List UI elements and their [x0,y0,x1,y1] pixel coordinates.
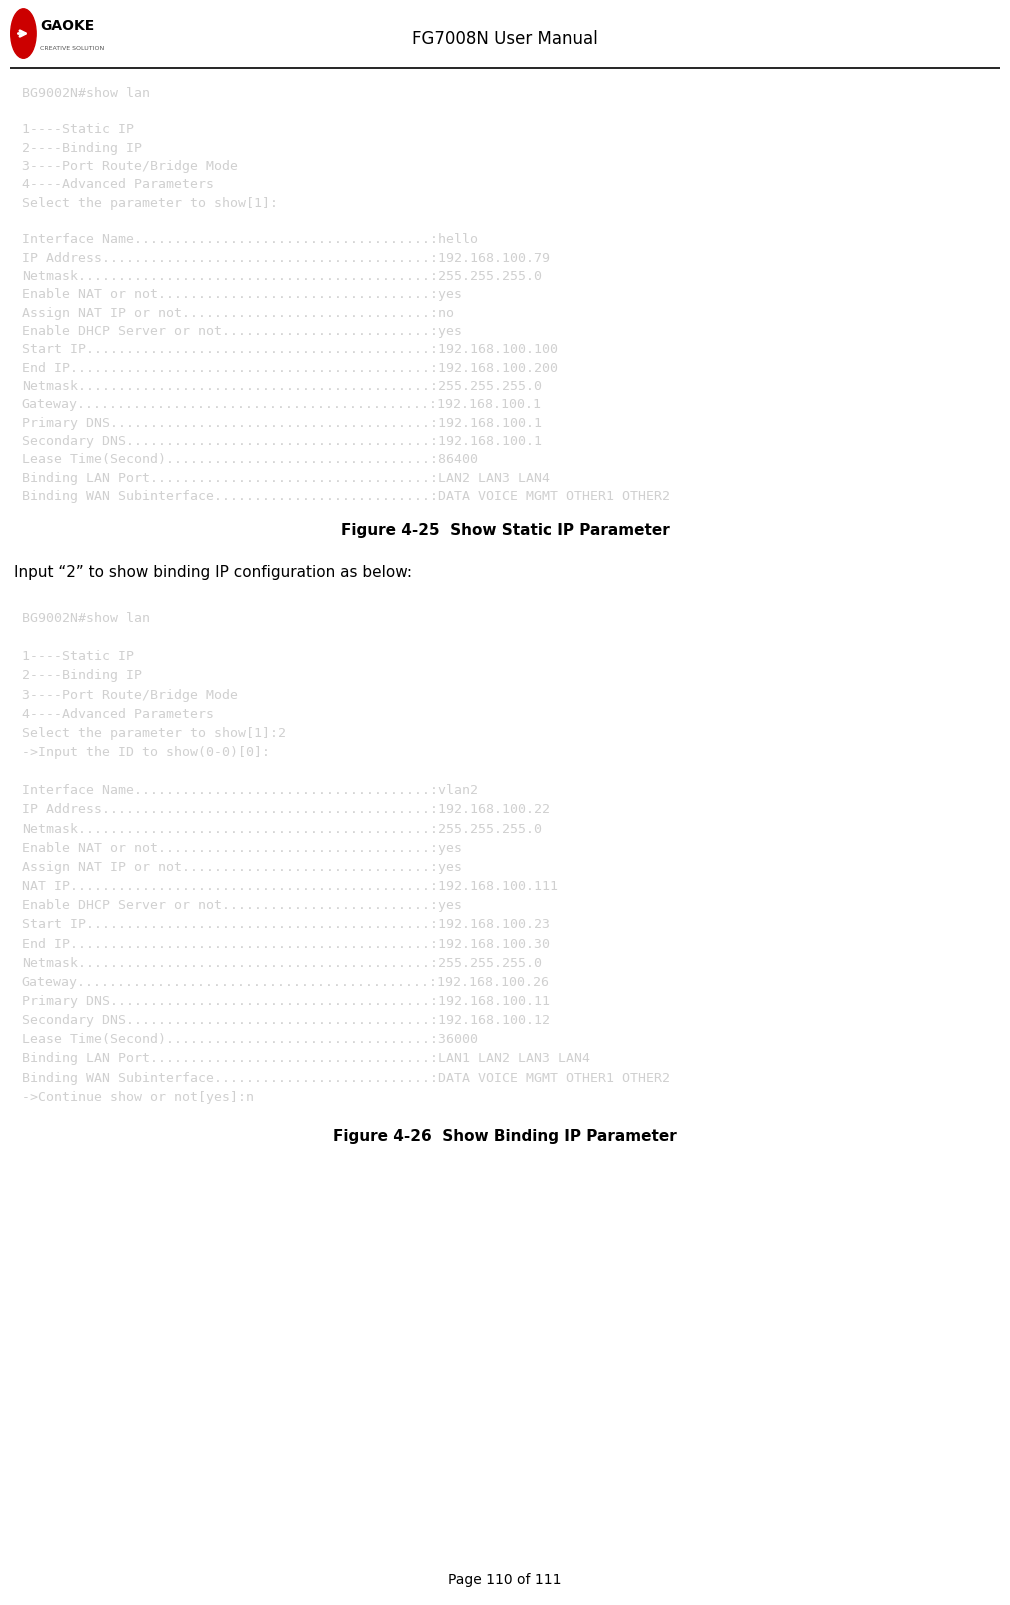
Text: 4----Advanced Parameters: 4----Advanced Parameters [22,178,214,191]
Text: CREATIVE SOLUTION: CREATIVE SOLUTION [40,47,105,51]
Text: Netmask............................................:255.255.255.0: Netmask.................................… [22,957,541,969]
Text: Page 110 of 111: Page 110 of 111 [448,1573,562,1586]
Text: End IP.............................................:192.168.100.30: End IP..................................… [22,937,549,950]
Text: Netmask............................................:255.255.255.0: Netmask.................................… [22,822,541,835]
Text: Enable NAT or not..................................:yes: Enable NAT or not.......................… [22,289,462,302]
Text: Netmask............................................:255.255.255.0: Netmask.................................… [22,380,541,393]
Text: Interface Name.....................................:hello: Interface Name..........................… [22,233,478,246]
Text: Secondary DNS......................................:192.168.100.12: Secondary DNS...........................… [22,1013,549,1027]
Text: Interface Name.....................................:vlan2: Interface Name..........................… [22,783,478,796]
Text: Enable NAT or not..................................:yes: Enable NAT or not.......................… [22,841,462,854]
Text: 1----Static IP: 1----Static IP [22,124,134,136]
Text: GAOKE: GAOKE [40,19,95,32]
Text: BG9002N#show lan: BG9002N#show lan [22,612,149,624]
Text: IP Address.........................................:192.168.100.79: IP Address..............................… [22,252,549,265]
Text: Secondary DNS......................................:192.168.100.1: Secondary DNS...........................… [22,435,541,448]
Text: ->Continue show or not[yes]:n: ->Continue show or not[yes]:n [22,1090,254,1103]
Text: Binding LAN Port...................................:LAN2 LAN3 LAN4: Binding LAN Port........................… [22,472,549,485]
Text: 4----Advanced Parameters: 4----Advanced Parameters [22,708,214,721]
Text: 2----Binding IP: 2----Binding IP [22,141,141,154]
Text: End IP.............................................:192.168.100.200: End IP..................................… [22,361,558,374]
Text: Assign NAT IP or not...............................:no: Assign NAT IP or not....................… [22,307,453,319]
Text: NAT IP.............................................:192.168.100.111: NAT IP..................................… [22,880,558,892]
Text: 2----Binding IP: 2----Binding IP [22,669,141,682]
Text: Binding LAN Port...................................:LAN1 LAN2 LAN3 LAN4: Binding LAN Port........................… [22,1051,590,1064]
Text: Enable DHCP Server or not..........................:yes: Enable DHCP Server or not...............… [22,899,462,912]
Text: 3----Port Route/Bridge Mode: 3----Port Route/Bridge Mode [22,689,238,701]
Text: 3----Port Route/Bridge Mode: 3----Port Route/Bridge Mode [22,160,238,173]
Text: FG7008N User Manual: FG7008N User Manual [412,30,598,48]
Text: Primary DNS........................................:192.168.100.1: Primary DNS.............................… [22,416,541,430]
Text: Primary DNS........................................:192.168.100.11: Primary DNS.............................… [22,995,549,1008]
Text: ->Input the ID to show(0-0)[0]:: ->Input the ID to show(0-0)[0]: [22,746,270,759]
Text: Lease Time(Second).................................:36000: Lease Time(Second)......................… [22,1032,478,1046]
Text: IP Address.........................................:192.168.100.22: IP Address..............................… [22,802,549,815]
Text: Gateway............................................:192.168.100.1: Gateway.................................… [22,398,541,411]
Text: BG9002N#show lan: BG9002N#show lan [22,87,149,100]
Text: Binding WAN Subinterface...........................:DATA VOICE MGMT OTHER1 OTHER: Binding WAN Subinterface................… [22,1071,670,1083]
Text: Input “2” to show binding IP configuration as below:: Input “2” to show binding IP configurati… [14,563,412,579]
Text: Select the parameter to show[1]:: Select the parameter to show[1]: [22,196,278,210]
Text: Netmask............................................:255.255.255.0: Netmask.................................… [22,270,541,282]
Text: Select the parameter to show[1]:2: Select the parameter to show[1]:2 [22,727,286,740]
Text: 1----Static IP: 1----Static IP [22,650,134,663]
Text: Enable DHCP Server or not..........................:yes: Enable DHCP Server or not...............… [22,324,462,337]
Text: Lease Time(Second).................................:86400: Lease Time(Second)......................… [22,453,478,465]
Ellipse shape [11,10,36,59]
Text: Assign NAT IP or not...............................:yes: Assign NAT IP or not....................… [22,860,462,873]
Text: Gateway............................................:192.168.100.26: Gateway.................................… [22,976,549,989]
Text: Figure 4-25  Show Static IP Parameter: Figure 4-25 Show Static IP Parameter [340,523,670,538]
Text: Start IP...........................................:192.168.100.100: Start IP................................… [22,343,558,356]
Text: Binding WAN Subinterface...........................:DATA VOICE MGMT OTHER1 OTHER: Binding WAN Subinterface................… [22,490,670,502]
Text: Start IP...........................................:192.168.100.23: Start IP................................… [22,918,549,931]
Text: Figure 4-26  Show Binding IP Parameter: Figure 4-26 Show Binding IP Parameter [333,1128,677,1143]
